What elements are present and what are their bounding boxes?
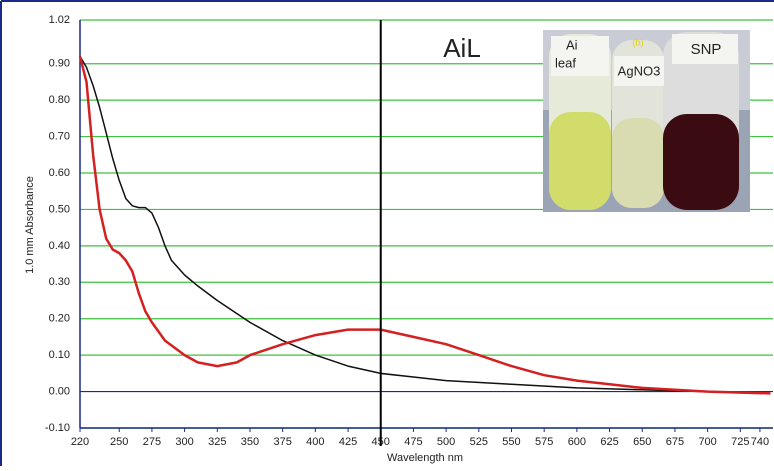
y-tick-label: 0.50 xyxy=(49,203,70,215)
y-tick-label: 0.20 xyxy=(49,313,70,325)
x-tick-label: 275 xyxy=(143,436,161,448)
x-tick-label: 500 xyxy=(437,436,455,448)
x-tick-label: 300 xyxy=(175,436,193,448)
x-tick-label: 350 xyxy=(241,436,259,448)
y-tick-label: -0.10 xyxy=(45,422,70,434)
inset-label: AgNO3 xyxy=(618,63,661,78)
series-line xyxy=(78,56,771,395)
tube-label xyxy=(551,36,609,76)
x-tick-label: 220 xyxy=(71,436,89,448)
x-tick-label: 650 xyxy=(633,436,651,448)
x-tick-label: 400 xyxy=(306,436,324,448)
y-axis-label: 1.0 mm Absorbance xyxy=(24,176,36,274)
inset-label: SNP xyxy=(691,41,722,58)
y-tick-label: 0.60 xyxy=(49,167,70,179)
x-tick-label: 625 xyxy=(600,436,618,448)
y-tick-label: 0.10 xyxy=(49,349,70,361)
x-tick-label: 575 xyxy=(535,436,553,448)
y-tick-label: 0.70 xyxy=(49,130,70,142)
tube-label xyxy=(672,34,738,64)
x-tick-label: 375 xyxy=(273,436,291,448)
inset-label: leaf xyxy=(555,55,576,70)
x-tick-label: 700 xyxy=(698,436,716,448)
x-axis-label: Wavelength nm xyxy=(387,452,463,464)
x-tick-label: 425 xyxy=(339,436,357,448)
x-tick-label: 550 xyxy=(502,436,520,448)
tube-liquid xyxy=(612,118,664,208)
tube-label xyxy=(614,56,664,86)
tube-liquid xyxy=(663,114,739,210)
x-tick-label: 675 xyxy=(666,436,684,448)
inset-label: Ai xyxy=(566,37,578,52)
x-tick-label: 740 xyxy=(751,436,769,448)
x-tick-label: 600 xyxy=(568,436,586,448)
tube-liquid xyxy=(549,112,611,210)
x-tick-label: 325 xyxy=(208,436,226,448)
y-tick-label: 1.02 xyxy=(49,14,70,26)
y-tick-label: 0.30 xyxy=(49,276,70,288)
series-line xyxy=(79,56,771,395)
inset-photo: Ai leaf (b) AgNO3 SNP xyxy=(543,30,750,212)
y-tick-label: 0.40 xyxy=(49,240,70,252)
inset-label: (b) xyxy=(633,37,644,47)
x-tick-label: 250 xyxy=(110,436,128,448)
x-tick-label: 475 xyxy=(404,436,422,448)
annotation: AiL xyxy=(443,33,481,63)
y-tick-label: 0.80 xyxy=(49,94,70,106)
y-tick-label: 0.90 xyxy=(49,58,70,70)
x-tick-label: 725 xyxy=(731,436,749,448)
x-tick-label: 525 xyxy=(470,436,488,448)
plot xyxy=(78,20,771,446)
y-tick-label: 0.00 xyxy=(49,385,70,397)
